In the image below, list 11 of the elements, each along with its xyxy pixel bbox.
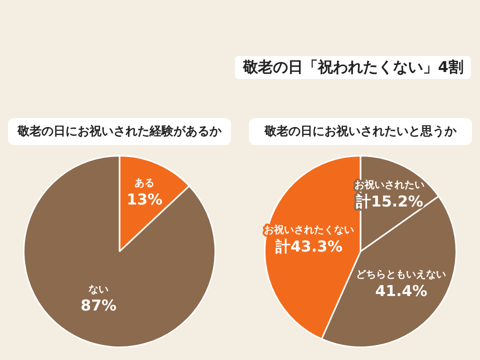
data-label: 87% bbox=[80, 296, 117, 315]
chart-title: 敬老の日にお祝いされたいと思うか bbox=[249, 118, 472, 145]
slice-label: お祝いされたい bbox=[354, 178, 425, 191]
chart-title: 敬老の日にお祝いされた経験があるか bbox=[8, 118, 231, 145]
slice-label: ない bbox=[88, 284, 109, 296]
data-label: 計43.3% bbox=[274, 237, 343, 256]
text: 敬老の日「祝われたくない」4割 bbox=[235, 56, 472, 79]
slice-label: ある bbox=[134, 178, 155, 190]
data-label: 13% bbox=[126, 190, 163, 208]
slice-label: どちらともいえない bbox=[356, 270, 446, 280]
data-label: 41.4% bbox=[375, 282, 428, 300]
